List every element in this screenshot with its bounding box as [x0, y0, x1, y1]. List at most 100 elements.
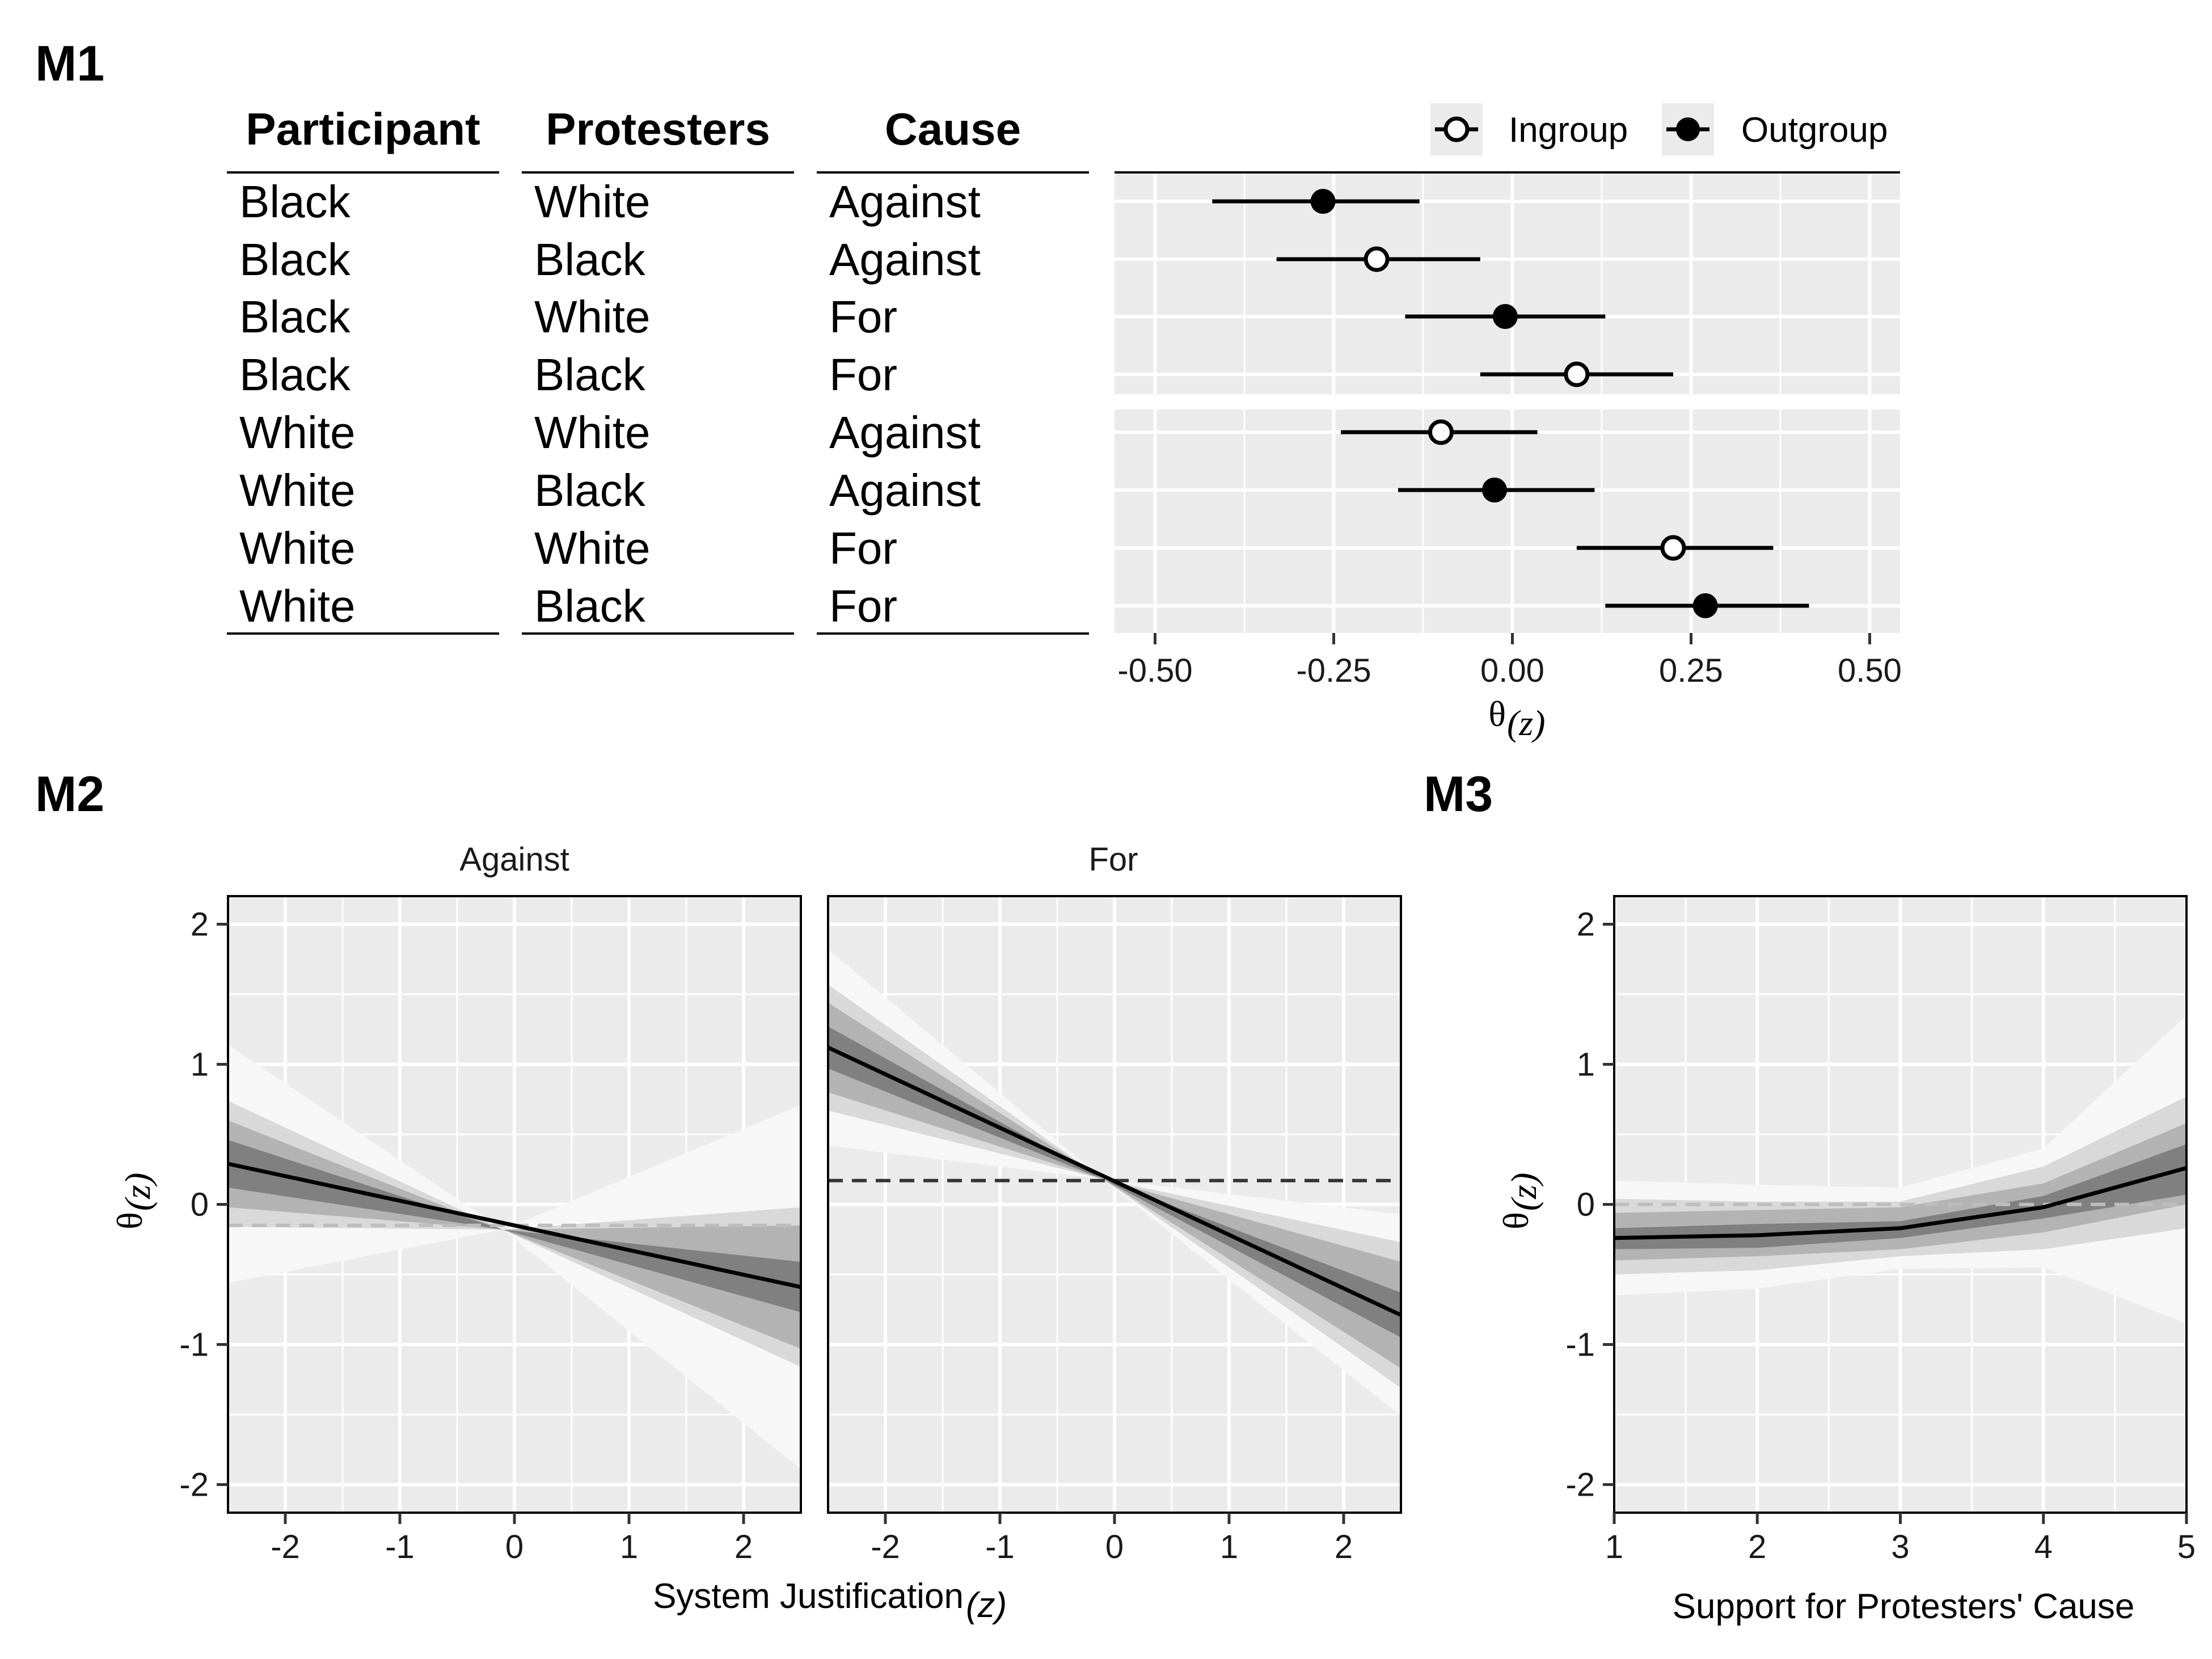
- m2-x-tick-label: 0: [505, 1529, 524, 1565]
- m3-y-tick-label: -1: [1565, 1327, 1595, 1363]
- m2-x-tick-label: 2: [734, 1529, 753, 1565]
- m2-strip-label-for: For: [1089, 841, 1138, 878]
- m1-point-outgroup: [1692, 593, 1718, 618]
- m3-x-tick-label: 2: [1748, 1529, 1766, 1565]
- table-cell-protesters: Black: [534, 581, 646, 631]
- table-cell-cause: Against: [829, 465, 981, 516]
- m3-x-tick-label: 5: [2177, 1529, 2196, 1565]
- m3-x-axis: 1 2 3 4 5: [1605, 1513, 2196, 1565]
- legend-label-ingroup: Ingroup: [1509, 111, 1628, 150]
- m2-strip-label-against: Against: [459, 841, 569, 878]
- table-cell-participant: White: [239, 407, 356, 458]
- m2-x-tick-label: -2: [271, 1529, 300, 1565]
- legend-key-ingroup-marker: [1443, 116, 1470, 142]
- m2-uncertainty-band: [828, 1026, 1401, 1338]
- m2-x-tick-label: -1: [385, 1529, 415, 1565]
- table-cell-participant: Black: [239, 349, 351, 400]
- m2-x-axis-title: System Justification: [653, 1577, 964, 1616]
- table-cell-participant: Black: [239, 234, 351, 285]
- m1-x-tick-label: 0.50: [1838, 652, 1902, 689]
- m2-y-tick-label: -2: [179, 1467, 209, 1504]
- m2-y-tick-label: 1: [191, 1046, 209, 1083]
- table-cell-protesters: Black: [534, 234, 646, 285]
- m1-x-tick-label: 0.00: [1480, 652, 1544, 689]
- m2-uncertainty-band: [228, 1044, 801, 1470]
- m2-x-tick-label: 2: [1335, 1529, 1353, 1565]
- m3-y-axis: -2 -1 0 1 2: [1565, 906, 1614, 1504]
- m1-x-tick-label: 0.25: [1659, 652, 1723, 689]
- legend-key-outgroup-marker: [1676, 117, 1700, 141]
- m2-regression-line: [227, 1162, 801, 1289]
- table-cell-cause: For: [829, 292, 897, 342]
- m2-y-tick-label: 2: [191, 906, 209, 943]
- m3-y-tick-label: -2: [1565, 1467, 1595, 1504]
- table-header-protesters: Protesters: [546, 104, 770, 154]
- table-rows: Black White Against Black Black Against Black W…: [239, 176, 981, 631]
- m2-x-tick-label: 1: [1220, 1529, 1238, 1565]
- table-cell-protesters: White: [534, 523, 651, 573]
- table-cell-cause: Against: [829, 407, 981, 458]
- m1-panel-bg-bottom: [1115, 410, 1900, 633]
- table-cell-protesters: White: [534, 176, 651, 227]
- m3-x-tick-label: 3: [1891, 1529, 1909, 1565]
- legend-label-outgroup: Outgroup: [1741, 111, 1888, 150]
- m2-x-tick-label: -1: [985, 1529, 1015, 1565]
- panel-label-m1: M1: [35, 35, 104, 91]
- table-cell-participant: White: [239, 523, 356, 573]
- m1-marks: [1212, 189, 1809, 618]
- panel-label-m2: M2: [35, 766, 104, 822]
- m1-point-outgroup: [1310, 189, 1336, 214]
- m2-y-axis-title-subscript: (z): [117, 1172, 158, 1211]
- m1-table: Participant Protesters Cause Black White A…: [227, 104, 1900, 635]
- m3-trend-line: [1614, 1166, 2187, 1240]
- table-cell-participant: Black: [239, 176, 351, 227]
- m2-facet-against: [227, 895, 802, 1514]
- table-cell-cause: Against: [829, 176, 981, 227]
- table-cell-participant: White: [239, 465, 356, 516]
- m2-x-axis-title-subscript: (z): [966, 1586, 1007, 1625]
- m3-x-tick-label: 1: [1605, 1529, 1623, 1565]
- table-header-cause: Cause: [885, 104, 1021, 154]
- m1-point-ingroup: [1660, 535, 1686, 561]
- m3-y-tick-label: 0: [1577, 1187, 1595, 1223]
- m3-x-tick-label: 4: [2034, 1529, 2053, 1565]
- table-cell-participant: White: [239, 581, 356, 631]
- m2-x-axis: -2 -1 0 1 2 -2 -1 0 1 2: [271, 1513, 1353, 1565]
- m1-point-ingroup: [1564, 361, 1590, 387]
- m3-y-axis-title: θ: [1496, 1212, 1536, 1230]
- table-cell-protesters: White: [534, 292, 651, 342]
- m2-x-tick-label: -2: [871, 1529, 900, 1565]
- m1-x-tick-label: -0.25: [1296, 652, 1371, 689]
- m3-x-axis-title: Support for Protesters' Cause: [1673, 1587, 2135, 1626]
- table-header-participant: Participant: [246, 104, 480, 154]
- m3-y-tick-label: 1: [1577, 1046, 1595, 1083]
- m1-x-axis-title: θ: [1488, 694, 1506, 734]
- table-cell-cause: For: [829, 581, 897, 631]
- table-cell-cause: For: [829, 349, 897, 400]
- table-cell-cause: Against: [829, 234, 981, 285]
- m1-point-outgroup: [1482, 478, 1507, 503]
- m3-y-tick-label: 2: [1577, 906, 1595, 943]
- m3-y-axis-title-subscript: (z): [1504, 1172, 1544, 1211]
- m1-panel-bg-top: [1115, 174, 1900, 394]
- m2-y-tick-label: 0: [191, 1187, 209, 1223]
- table-cell-protesters: Black: [534, 349, 646, 400]
- m2-uncertainty-band: [828, 1002, 1401, 1369]
- m1-point-outgroup: [1492, 304, 1518, 329]
- m2-x-tick-label: 0: [1105, 1529, 1124, 1565]
- table-cell-cause: For: [829, 523, 897, 573]
- panel-label-m3: M3: [1424, 766, 1493, 822]
- table-cell-protesters: White: [534, 407, 651, 458]
- m2-y-axis-title-group: θ (z): [109, 1172, 158, 1229]
- m3-y-axis-title-group: θ (z): [1496, 1172, 1544, 1229]
- m2-regression-line: [827, 1045, 1402, 1317]
- m1-x-axis: -0.50 -0.25 0.00 0.25 0.50: [1117, 633, 1902, 689]
- table-cell-protesters: Black: [534, 465, 646, 516]
- m1-forest-plot: -0.50 -0.25 0.00 0.25 0.50 θ (z): [1115, 174, 1902, 743]
- m1-x-axis-title-subscript: (z): [1507, 703, 1546, 743]
- m1-legend: Ingroup Outgroup: [1430, 103, 1888, 155]
- m2-facet-for: [827, 895, 1402, 1514]
- m1-x-tick-label: -0.50: [1117, 652, 1192, 689]
- m2-x-tick-label: 1: [620, 1529, 638, 1565]
